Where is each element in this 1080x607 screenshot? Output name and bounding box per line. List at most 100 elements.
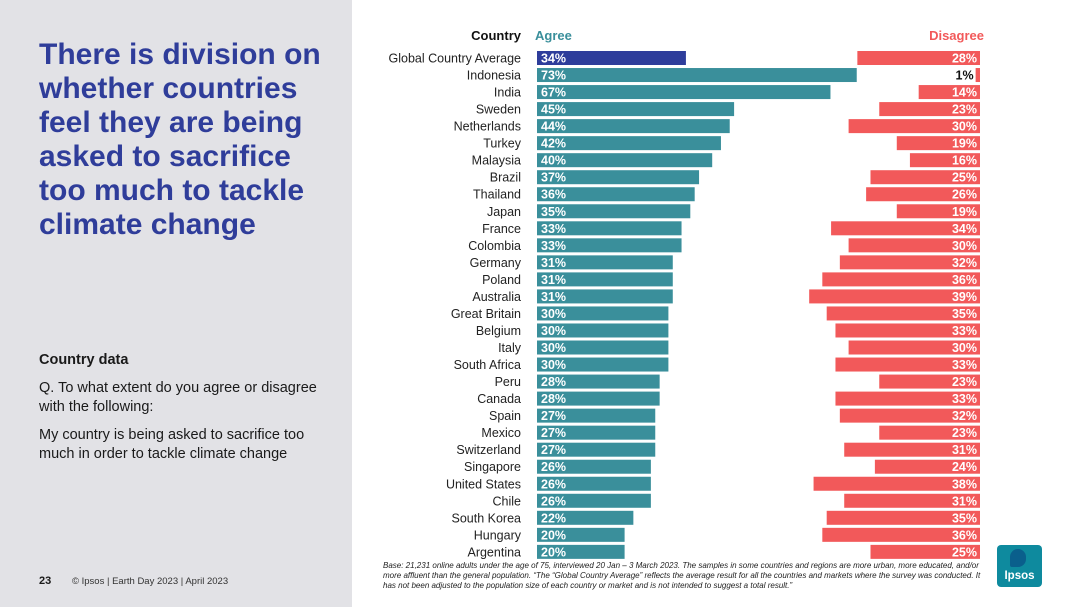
agree-bar: [537, 442, 656, 457]
agree-bar: [537, 374, 660, 389]
agree-value-label: 34%: [541, 52, 566, 66]
agree-bar: [537, 255, 673, 270]
disagree-bar: [813, 476, 980, 491]
survey-statement: My country is being asked to sacrifice t…: [39, 427, 305, 462]
agree-bar: [537, 51, 686, 65]
ipsos-logo: Ipsos: [997, 545, 1042, 587]
category-label: United States: [446, 477, 521, 491]
category-label: Turkey: [483, 137, 521, 151]
disagree-bar: [848, 119, 980, 134]
agree-bar: [537, 289, 673, 304]
disagree-bar: [844, 493, 980, 508]
agree-bar: [537, 85, 831, 100]
agree-value-label: 20%: [541, 545, 566, 559]
category-label: Global Country Average: [389, 52, 522, 66]
agree-value-label: 31%: [541, 290, 566, 304]
disagree-value-label: 25%: [952, 545, 977, 559]
disagree-bar: [857, 51, 980, 65]
agree-bar: [537, 238, 682, 253]
disagree-bar: [839, 408, 980, 423]
disagree-bar: [839, 255, 980, 270]
disagree-bar: [909, 153, 980, 168]
category-label: Great Britain: [451, 307, 521, 321]
agree-bar: [537, 459, 651, 474]
disagree-value-label: 14%: [952, 86, 977, 100]
agree-value-label: 42%: [541, 137, 566, 151]
category-label: India: [494, 86, 521, 100]
disagree-bar: [879, 425, 980, 440]
disagree-bar: [809, 289, 980, 304]
category-label: Chile: [493, 494, 522, 508]
agree-bar: [537, 187, 695, 202]
agree-value-label: 27%: [541, 409, 566, 423]
agree-bar: [537, 391, 660, 406]
agree-value-label: 35%: [541, 205, 566, 219]
category-label: Sweden: [476, 103, 521, 117]
disagree-bar: [896, 136, 980, 151]
disagree-value-label: 33%: [952, 324, 977, 338]
category-label: South Africa: [454, 358, 521, 372]
agree-value-label: 30%: [541, 358, 566, 372]
category-label: Mexico: [481, 426, 521, 440]
agree-value-label: 22%: [541, 511, 566, 525]
category-label: Hungary: [474, 528, 522, 542]
category-label: Colombia: [468, 239, 521, 253]
agree-bar: [537, 544, 625, 559]
agree-value-label: 20%: [541, 528, 566, 542]
disagree-bar: [918, 85, 980, 100]
disagree-bar: [822, 272, 980, 287]
legend-disagree: Disagree: [929, 28, 984, 43]
agree-value-label: 30%: [541, 324, 566, 338]
agree-value-label: 44%: [541, 120, 566, 134]
category-label: Argentina: [467, 545, 521, 559]
agree-bar: [537, 476, 651, 491]
category-label: Singapore: [464, 460, 521, 474]
survey-question: Q. To what extent do you agree or disagr…: [39, 380, 317, 415]
disagree-value-label: 1%: [956, 69, 974, 83]
agree-bar: [537, 510, 634, 525]
disagree-value-label: 30%: [952, 120, 977, 134]
disagree-value-label: 32%: [952, 256, 977, 270]
agree-bar: [537, 340, 669, 355]
disagree-value-label: 23%: [952, 426, 977, 440]
agree-bar: [537, 272, 673, 287]
category-label: Thailand: [473, 188, 521, 202]
disagree-value-label: 30%: [952, 239, 977, 253]
disagree-bar: [826, 306, 980, 321]
ipsos-logo-text: Ipsos: [1004, 570, 1035, 582]
agree-bar: [537, 306, 669, 321]
disagree-bar: [870, 170, 980, 185]
agree-value-label: 28%: [541, 375, 566, 389]
agree-value-label: 31%: [541, 273, 566, 287]
disagree-bar: [866, 187, 980, 202]
disagree-value-label: 19%: [952, 205, 977, 219]
slide-title: There is division on whether countries f…: [39, 38, 321, 241]
disagree-value-label: 39%: [952, 290, 977, 304]
footer-copyright: © Ipsos | Earth Day 2023 | April 2023: [72, 576, 229, 587]
category-header: Country: [471, 28, 522, 43]
category-label: Brazil: [490, 171, 521, 185]
disagree-value-label: 36%: [952, 528, 977, 542]
agree-bar: [537, 323, 669, 338]
disagree-value-label: 35%: [952, 307, 977, 321]
disagree-value-label: 35%: [952, 511, 977, 525]
category-label: Poland: [482, 273, 521, 287]
disagree-value-label: 19%: [952, 137, 977, 151]
disagree-bar: [879, 102, 980, 117]
agree-bar: [537, 68, 857, 83]
base-note: Base: 21,231 online adults under the age…: [383, 561, 981, 591]
category-label: South Korea: [452, 511, 522, 525]
category-label: France: [482, 222, 521, 236]
disagree-value-label: 33%: [952, 358, 977, 372]
agree-bar: [537, 204, 691, 219]
disagree-bar: [826, 510, 980, 525]
disagree-value-label: 32%: [952, 409, 977, 423]
agree-bar: [537, 119, 730, 134]
disagree-value-label: 16%: [952, 154, 977, 168]
category-label: Switzerland: [456, 443, 521, 457]
disagree-bar: [975, 68, 980, 83]
disagree-value-label: 33%: [952, 392, 977, 406]
agree-value-label: 26%: [541, 494, 566, 508]
agree-value-label: 73%: [541, 69, 566, 83]
agree-value-label: 31%: [541, 256, 566, 270]
